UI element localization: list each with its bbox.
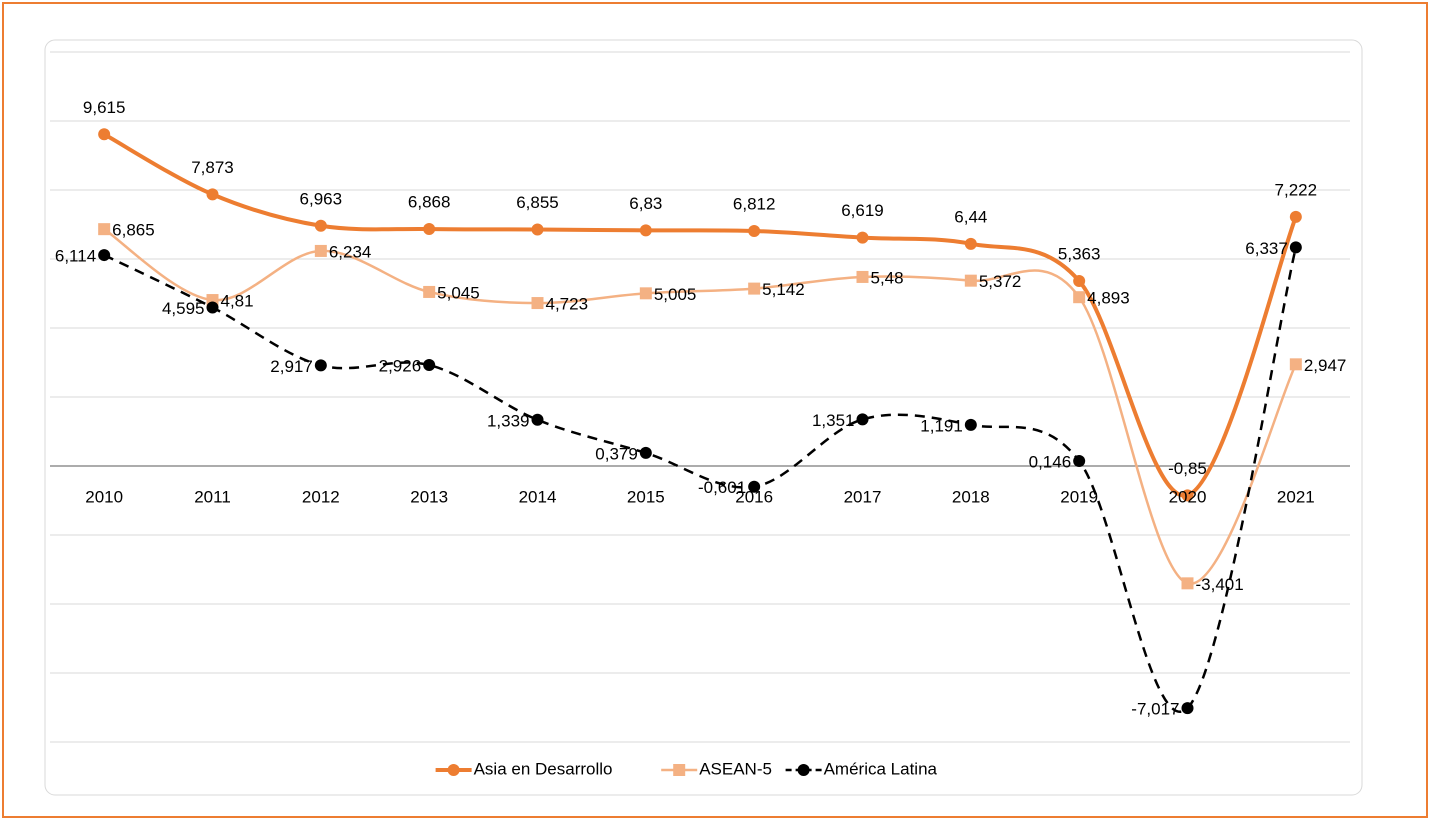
marker [1073,454,1086,467]
marker [748,282,761,295]
marker [1181,577,1194,590]
marker [748,224,761,237]
data-label: 2,917 [270,357,313,376]
data-label: 5,48 [871,268,904,287]
legend-marker [797,764,810,776]
data-label: 4,81 [221,292,254,311]
marker [964,274,977,287]
marker [856,231,869,244]
marker [748,480,761,493]
data-label: 5,363 [1058,244,1101,263]
lines [98,128,1302,715]
legend-label: Asia en Desarrollo [474,759,613,778]
data-label: -0,85 [1168,459,1207,478]
data-label: 0,379 [595,444,638,463]
marker [639,287,652,300]
x-tick-label: 2016 [735,487,773,506]
data-label: 6,234 [329,242,372,261]
marker [856,270,869,283]
data-label: 6,83 [629,194,662,213]
marker [531,223,544,236]
marker [1073,274,1086,287]
data-label: 5,372 [979,272,1022,291]
data-label: 6,868 [408,193,451,212]
data-label: 2,926 [379,357,422,376]
data-label: 9,615 [83,98,126,117]
labels: 2010 2011 2012 2013 2014 2015 2016 2017 2018 2019… [55,98,1346,779]
data-label: 1,191 [920,416,963,435]
data-label: -7,017 [1131,700,1179,719]
data-label: 7,873 [191,158,234,177]
x-tick-label: 2014 [519,487,557,506]
x-tick-label: 2017 [844,487,882,506]
marker [856,413,869,426]
data-label: 6,865 [112,221,155,240]
marker [423,223,436,236]
data-label: 1,351 [812,411,855,430]
data-label: -3,401 [1196,575,1244,594]
data-label: 5,142 [762,280,805,299]
grid [50,51,1350,743]
data-label: 5,045 [437,283,480,302]
marker [1073,291,1086,304]
marker [1181,702,1194,715]
data-label: 4,893 [1087,289,1130,308]
x-tick-label: 2021 [1277,487,1315,506]
marker [423,285,436,298]
data-label: 0,146 [1029,452,1072,471]
marker [639,446,652,459]
data-label: 6,855 [516,193,559,212]
data-label: 6,963 [300,189,343,208]
legend-label: América Latina [824,759,938,778]
chart-area [44,39,1363,796]
legend-label: ASEAN-5 [699,759,772,778]
data-label: 6,114 [55,247,96,266]
data-label: -0,601 [698,478,746,497]
x-tick-label: 2020 [1169,487,1207,506]
marker [1289,210,1302,223]
data-label: 2,947 [1304,356,1347,375]
legend-marker [447,764,460,776]
marker [98,128,111,141]
marker [531,413,544,426]
data-label: 6,44 [954,207,987,226]
marker [314,219,327,232]
marker [314,244,327,257]
data-label: 6,619 [841,201,884,220]
marker [1289,358,1302,371]
marker [531,297,544,310]
data-label: 5,005 [654,285,697,304]
data-label: 7,222 [1275,180,1318,199]
x-tick-label: 2015 [627,487,665,506]
marker [964,418,977,431]
marker [1289,241,1302,254]
marker [964,237,977,250]
marker [1181,489,1194,502]
data-label: 6,812 [733,194,776,213]
data-label: 1,339 [487,411,530,430]
legend-marker [673,764,686,776]
x-tick-label: 2012 [302,487,340,506]
marker [206,188,219,201]
x-tick-label: 2010 [85,487,123,506]
data-label: 6,337 [1245,239,1288,258]
marker [206,301,219,314]
marker [314,359,327,372]
x-tick-label: 2011 [194,487,231,506]
marker [98,223,111,236]
marker [423,359,436,372]
x-tick-label: 2019 [1060,487,1098,506]
marker [98,249,111,262]
marker [639,224,652,237]
x-tick-label: 2013 [410,487,448,506]
data-label: 4,595 [162,299,205,318]
data-label: 4,723 [546,295,589,314]
x-tick-label: 2018 [952,487,990,506]
